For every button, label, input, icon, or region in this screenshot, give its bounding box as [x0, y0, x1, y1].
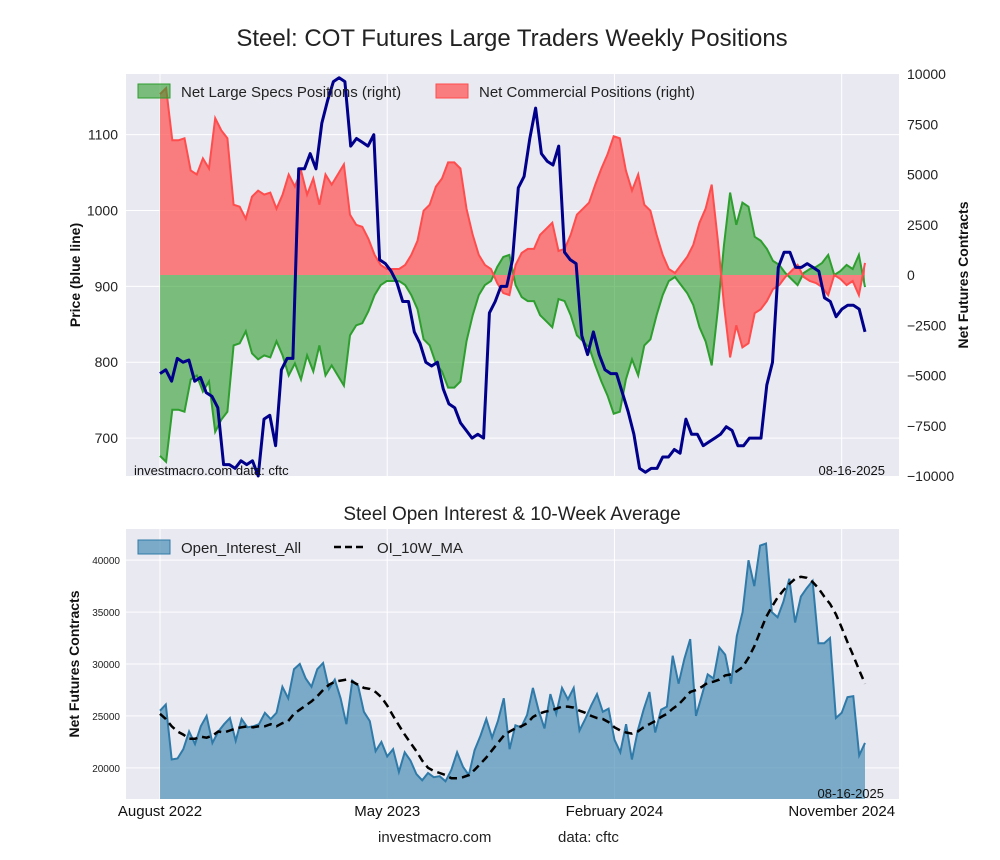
open-interest-area: [160, 543, 865, 799]
net-contracts-tick-label: 0: [907, 267, 915, 283]
net-contracts-tick-label: 2500: [907, 217, 938, 233]
net-contracts-tick-label: 7500: [907, 116, 938, 132]
positions-watermark: investmacro.com data: cftc: [134, 463, 289, 478]
net-contracts-axis-ticks: −10000 −7500 −5000 −2500 0 2500 5000 7500 10000: [907, 66, 954, 484]
footer-data: data: cftc: [558, 829, 619, 846]
legend-label-ma: OI_10W_MA: [377, 540, 463, 557]
date-tick-label: May 2023: [354, 803, 420, 820]
open-interest-axis-ticks: 20000 25000 30000 35000 40000: [92, 556, 120, 775]
open-interest-chart: 20000 25000 30000 35000 40000 August 2022 May…: [66, 529, 899, 820]
open-interest-date-label: 08-16-2025: [818, 786, 885, 801]
price-axis-label: Price (blue line): [67, 223, 83, 327]
price-tick-label: 1000: [87, 203, 118, 219]
open-interest-tick-label: 25000: [92, 712, 120, 723]
date-tick-label: November 2024: [788, 803, 895, 820]
ma-line-group: [159, 575, 867, 780]
open-interest-legend: Open_Interest_All OI_10W_MA: [137, 539, 463, 557]
positions-areas: [159, 85, 866, 465]
legend-label-commercial: Net Commercial Positions (right): [479, 84, 695, 101]
open-interest-axis-label: Net Futures Contracts: [66, 590, 82, 737]
price-tick-label: 1100: [88, 127, 118, 143]
net-contracts-tick-label: −5000: [907, 368, 947, 384]
legend-swatch-specs: [137, 83, 171, 99]
chart-title: Steel: COT Futures Large Traders Weekly …: [236, 25, 787, 52]
price-tick-label: 800: [95, 354, 119, 370]
price-tick-label: 900: [95, 278, 119, 294]
oi-10w-ma-line: [159, 575, 867, 780]
open-interest-tick-label: 35000: [92, 608, 120, 619]
footer-source: investmacro.com: [378, 829, 491, 846]
legend-swatch-open-interest: [137, 539, 171, 555]
date-axis-ticks: August 2022 May 2023 February 2024 November…: [118, 803, 895, 820]
open-interest-line: [159, 542, 866, 783]
specs-line: [159, 192, 866, 465]
net-contracts-tick-label: 10000: [907, 66, 946, 82]
positions-legend: Net Large Specs Positions (right) Net Co…: [137, 83, 695, 101]
price-tick-label: 700: [95, 430, 119, 446]
commercial-area: [160, 88, 865, 358]
positions-chart: 700 800 900 1000 1100 −10000 −7500 −5000 −2500 0…: [67, 66, 971, 484]
open-interest-title: Steel Open Interest & 10-Week Average: [343, 504, 680, 525]
legend-swatch-commercial: [435, 83, 469, 99]
specs-area: [160, 192, 865, 462]
net-contracts-tick-label: −2500: [907, 317, 947, 333]
open-interest-tick-label: 20000: [92, 764, 120, 775]
net-contracts-tick-label: −10000: [907, 468, 954, 484]
open-interest-area-group: [159, 542, 866, 799]
open-interest-tick-label: 30000: [92, 660, 120, 671]
legend-label-open-interest: Open_Interest_All: [181, 540, 301, 557]
price-line-group: [159, 76, 867, 478]
net-contracts-tick-label: −7500: [907, 418, 947, 434]
positions-date-label: 08-16-2025: [819, 463, 886, 478]
date-tick-label: August 2022: [118, 803, 202, 820]
commercial-line: [159, 85, 866, 358]
price-axis-ticks: 700 800 900 1000 1100: [87, 127, 118, 446]
legend-label-specs: Net Large Specs Positions (right): [181, 84, 401, 101]
open-interest-tick-label: 40000: [92, 556, 120, 567]
net-contracts-axis-label: Net Futures Contracts: [955, 201, 971, 348]
net-contracts-tick-label: 5000: [907, 167, 938, 183]
price-line: [159, 76, 867, 478]
date-tick-label: February 2024: [566, 803, 664, 820]
